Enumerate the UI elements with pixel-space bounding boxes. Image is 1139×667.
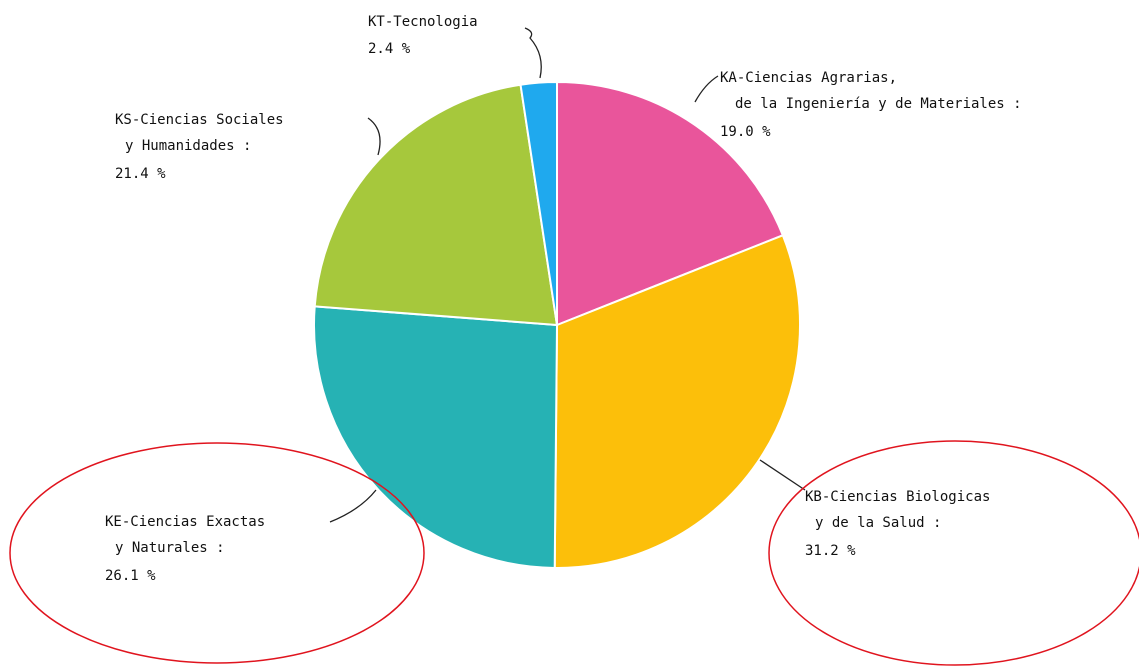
slice	[556, 80, 785, 327]
highlight-ellipse	[768, 440, 1139, 666]
slice	[519, 80, 558, 326]
leader-line	[759, 459, 806, 491]
value-label: 19.0 %	[720, 124, 771, 140]
slice	[313, 305, 559, 569]
pie	[313, 80, 801, 569]
slice-label: KA-Ciencias Agrarias,	[720, 70, 897, 86]
slice-label: y Humanidades :	[125, 138, 251, 154]
slice-label: de la Ingeniería y de Materiales :	[735, 96, 1022, 112]
leader-line	[694, 75, 719, 103]
slice-label: y de la Salud :	[815, 515, 941, 531]
value-label: 26.1 %	[105, 568, 156, 584]
slice	[553, 233, 801, 569]
value-label: 2.4 %	[368, 41, 411, 57]
highlight-ellipse	[9, 442, 425, 664]
leader-line	[524, 27, 542, 79]
value-label: 21.4 %	[115, 166, 166, 182]
leader-line	[329, 489, 377, 523]
value-label: 31.2 %	[805, 543, 856, 559]
slice-label: KS-Ciencias Sociales	[115, 112, 284, 128]
labels: KA-Ciencias Agrarias, de la Ingeniería y …	[105, 14, 1022, 584]
leader-line	[367, 117, 381, 156]
slice-label: KB-Ciencias Biologicas	[805, 489, 990, 505]
slice	[313, 83, 559, 327]
slice-label: y Naturales :	[115, 540, 225, 556]
slice-label: KT-Tecnologia	[368, 14, 478, 30]
slice-label: KE-Ciencias Exactas	[105, 514, 265, 530]
